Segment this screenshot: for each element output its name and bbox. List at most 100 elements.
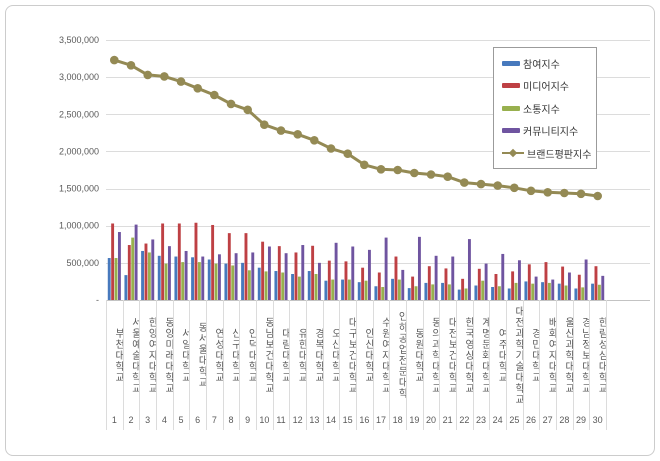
- category-name-label: 유한대학교: [295, 327, 306, 383]
- bar: [601, 275, 605, 300]
- rank-label: 28: [559, 415, 570, 425]
- legend-label: 커뮤니티지수: [523, 127, 579, 138]
- bar: [217, 254, 221, 300]
- bar: [157, 255, 161, 300]
- bar: [324, 280, 328, 300]
- legend-line-marker-icon: [502, 148, 524, 158]
- y-axis-label: 500,000: [66, 258, 99, 268]
- rank-label: 16: [359, 415, 370, 425]
- category-name-label: 한림성심대학교: [595, 316, 606, 394]
- bar: [267, 246, 271, 300]
- y-axis-label: 2,500,000: [59, 109, 99, 119]
- line-marker: [276, 126, 286, 135]
- bar: [291, 274, 295, 300]
- bar: [227, 233, 231, 300]
- line-marker: [176, 77, 186, 86]
- bar: [264, 271, 268, 300]
- bar: [114, 258, 118, 300]
- bar: [424, 282, 428, 300]
- category-name-label: 인덕대학교: [245, 327, 256, 383]
- bar: [207, 259, 211, 300]
- line-marker: [126, 61, 136, 70]
- bar: [181, 262, 185, 300]
- bar: [591, 283, 595, 300]
- rank-label: 10: [259, 415, 270, 425]
- bar: [567, 272, 571, 300]
- category-name-label: 부천대학교: [112, 327, 123, 383]
- bar: [574, 288, 578, 300]
- category-name-label: 연성대학교: [212, 327, 223, 383]
- bar: [224, 263, 228, 300]
- bar: [427, 266, 431, 300]
- bar: [544, 262, 548, 300]
- rank-label: 25: [509, 415, 520, 425]
- bar: [261, 241, 265, 300]
- bar: [317, 262, 321, 300]
- bar: [147, 252, 151, 300]
- line-marker: [260, 120, 269, 129]
- category-name-label: 동원대학교: [412, 327, 423, 383]
- bar: [284, 253, 288, 300]
- bar: [484, 263, 488, 300]
- category-name-label: 동남보건대학교: [262, 316, 273, 394]
- rank-label: 2: [128, 415, 134, 425]
- rank-label: 24: [492, 415, 503, 425]
- bar: [107, 258, 111, 300]
- line-marker: [343, 149, 353, 158]
- bar: [191, 257, 195, 300]
- y-axis-label: 3,500,000: [59, 35, 99, 45]
- bar: [481, 280, 485, 300]
- bar: [467, 239, 471, 300]
- y-axis-label: 3,000,000: [59, 72, 99, 82]
- y-axis-label: 1,000,000: [59, 221, 99, 231]
- bar: [247, 270, 251, 300]
- line-marker: [193, 84, 202, 93]
- bar: [234, 253, 238, 300]
- bar: [397, 279, 401, 300]
- bar: [257, 267, 261, 300]
- rank-label: 21: [442, 415, 453, 425]
- legend-item-media: 미디어지수: [502, 79, 592, 93]
- legend: 참여지수 미디어지수 소통지수 커뮤니티지수 브랜드평판지수: [493, 47, 597, 169]
- category-name-label: 한국영상대학교: [462, 316, 473, 394]
- bar: [314, 274, 318, 300]
- rank-label: 22: [459, 415, 470, 425]
- line-marker: [493, 181, 503, 190]
- bar: [364, 280, 368, 300]
- category-name-label: 대구보건대학교: [345, 316, 356, 394]
- bar: [334, 242, 338, 300]
- line-marker: [310, 136, 319, 145]
- y-axis-label: 2,000,000: [59, 146, 99, 156]
- bar: [561, 266, 565, 300]
- bar: [281, 272, 285, 300]
- line-marker: [443, 172, 453, 181]
- category-name-label: 대전보건대학교: [445, 316, 456, 394]
- legend-item-community: 커뮤니티지수: [502, 124, 592, 138]
- bar: [347, 279, 351, 300]
- bar: [547, 282, 551, 300]
- bar: [111, 223, 115, 300]
- line-marker: [593, 191, 602, 201]
- bar: [144, 243, 148, 300]
- bar: [174, 256, 178, 300]
- bar: [401, 269, 405, 300]
- bar: [374, 286, 378, 300]
- rank-label: 1: [111, 415, 117, 425]
- category-name-label: 울산과학대학교: [562, 316, 573, 394]
- bar: [584, 259, 588, 300]
- bar: [124, 275, 128, 300]
- rank-label: 15: [342, 415, 353, 425]
- bar: [384, 237, 388, 300]
- bar: [367, 249, 371, 300]
- category-name-label: 동의과학대학교: [429, 316, 440, 394]
- line-marker: [560, 188, 569, 198]
- bar: [274, 271, 278, 300]
- category-name-label: 배화여자대학교: [545, 316, 556, 394]
- rank-label: 5: [178, 415, 184, 425]
- bar: [297, 276, 301, 300]
- bar: [507, 288, 511, 300]
- bar: [451, 256, 455, 300]
- category-name-label: 오산대학교: [329, 327, 340, 383]
